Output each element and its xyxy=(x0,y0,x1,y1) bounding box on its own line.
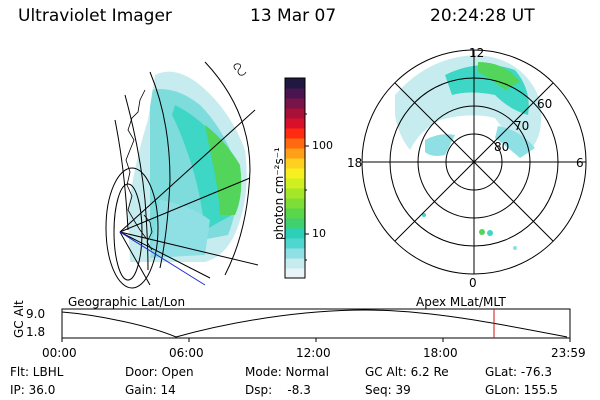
polar-grid xyxy=(361,49,587,275)
gain-status: Gain: 14 xyxy=(125,383,176,397)
colorbar-segment xyxy=(285,228,305,239)
time-tick-06: 06:00 xyxy=(169,346,204,360)
altitude-curve xyxy=(61,309,568,338)
polar-aurora-image xyxy=(395,55,542,250)
dsp-status: Dsp: -8.3 xyxy=(245,383,311,397)
mlat-label-80: 80 xyxy=(494,140,510,154)
colorbar-segment xyxy=(285,168,305,179)
time-tick-2359: 23:59 xyxy=(551,346,586,360)
colorbar-segment xyxy=(285,188,305,199)
mlt-label-12: 12 xyxy=(469,46,485,60)
mlat-label-60: 60 xyxy=(537,97,553,111)
glat-status: GLat: -76.3 xyxy=(485,365,552,379)
colorbar-segment xyxy=(285,88,305,99)
altitude-tick-9: 9.0 xyxy=(26,307,46,321)
colorbar-segment xyxy=(285,108,305,119)
mode-status: Mode: Normal xyxy=(245,365,329,379)
colorbar-tick-10: 10 xyxy=(312,227,326,240)
mlt-label-6: 6 xyxy=(576,156,584,170)
time-tick-12: 12:00 xyxy=(296,346,331,360)
colorbar-segment xyxy=(285,258,305,269)
colorbar-segment xyxy=(285,78,305,89)
colorbar-segment xyxy=(285,198,305,209)
glon-status: GLon: 155.5 xyxy=(485,383,558,397)
colorbar-segment xyxy=(285,158,305,169)
colorbar-segment xyxy=(285,268,305,279)
colorbar xyxy=(284,77,309,279)
altitude-tick-1-8: 1.8 xyxy=(26,325,46,339)
colorbar-segment xyxy=(285,98,305,109)
ip-status: IP: 36.0 xyxy=(10,383,56,397)
colorbar-segment xyxy=(285,148,305,159)
instrument-title: Ultraviolet Imager xyxy=(18,6,172,26)
time-tick-00: 00:00 xyxy=(42,346,77,360)
geo-coastline xyxy=(125,63,247,251)
colorbar-segment xyxy=(285,238,305,249)
colorbar-segment xyxy=(285,118,305,129)
geo-grid-lines xyxy=(105,61,259,289)
time-label: 20:24:28 UT xyxy=(430,6,535,26)
mlt-label-18: 18 xyxy=(347,156,363,170)
seq-status: Seq: 39 xyxy=(365,383,411,397)
colorbar-segment xyxy=(285,208,305,219)
colorbar-segment xyxy=(285,248,305,259)
polar-panel-label: Apex MLat/MLT xyxy=(416,295,506,309)
geo-track-line xyxy=(119,231,206,286)
colorbar-segment xyxy=(285,138,305,149)
colorbar-segment xyxy=(285,178,305,189)
geo-panel-label: Geographic Lat/Lon xyxy=(68,295,186,309)
time-tick-18: 18:00 xyxy=(423,346,458,360)
mlt-label-0: 0 xyxy=(469,276,477,290)
altitude-axis-label: GC Alt xyxy=(12,300,26,338)
filter-status: Flt: LBHL xyxy=(10,365,64,379)
colorbar-tick-100: 100 xyxy=(312,139,333,152)
gc-alt-status: GC Alt: 6.2 Re xyxy=(365,365,449,379)
colorbar-segment xyxy=(285,128,305,139)
colorbar-segment xyxy=(285,218,305,229)
mlat-label-70: 70 xyxy=(514,119,530,133)
door-status: Door: Open xyxy=(125,365,194,379)
date-label: 13 Mar 07 xyxy=(250,6,337,26)
